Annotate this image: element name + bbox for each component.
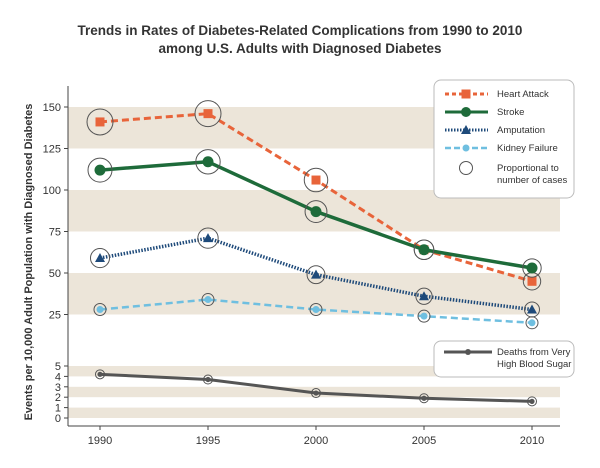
legend-kidney-failure-label: Kidney Failure xyxy=(497,143,558,154)
proportional-ring-kidney-failure-0 xyxy=(93,303,107,317)
legend: Heart Attack Stroke Amputation Kidney Fa… xyxy=(433,79,575,199)
proportional-ring-amputation-0 xyxy=(89,248,111,269)
y-tick-label-lower-1: 4 xyxy=(55,371,61,383)
legend-proportional-ring xyxy=(459,161,473,175)
proportional-ring-kidney-failure-1 xyxy=(201,293,215,307)
data-point-amputation-3 xyxy=(419,291,429,301)
data-point-stroke-1 xyxy=(202,156,214,168)
data-point-kidney-failure-4 xyxy=(528,319,536,327)
proportional-ring-amputation-1 xyxy=(197,227,219,249)
data-point-heart-attack-4 xyxy=(527,276,537,286)
proportional-ring-kidney-failure-2 xyxy=(309,303,323,317)
proportional-ring-kidney-failure-4 xyxy=(525,316,539,330)
data-point-stroke-3 xyxy=(418,244,430,256)
legend-heart-attack-label: Heart Attack xyxy=(497,89,549,100)
proportional-ring-amputation-3 xyxy=(415,287,433,305)
data-point-heart-attack-2 xyxy=(311,175,321,185)
data-point-heart-attack-1 xyxy=(203,109,213,119)
y-tick-label-lower-4: 1 xyxy=(55,403,61,415)
legend-stroke-label: Stroke xyxy=(497,107,524,118)
x-tick-labels: 1990 1995 2000 2005 2010 xyxy=(88,435,544,447)
proportional-ring-deaths-from-very-high-blood-sugar-1 xyxy=(203,374,213,385)
data-point-deaths-from-very-high-blood-sugar-3 xyxy=(421,395,427,401)
x-tick-label-0: 1990 xyxy=(88,435,112,447)
data-point-amputation-0 xyxy=(95,253,105,263)
data-point-stroke-4 xyxy=(526,262,538,274)
y-tick-label-upper-1: 125 xyxy=(43,144,61,156)
proportional-ring-kidney-failure-3 xyxy=(417,309,431,323)
legend-proportional-label-line1: Proportional to xyxy=(497,163,559,174)
proportional-ring-stroke-4 xyxy=(522,258,542,278)
proportional-ring-deaths-from-very-high-blood-sugar-0 xyxy=(95,369,105,380)
data-point-kidney-failure-2 xyxy=(312,306,320,314)
legend-deaths: Deaths from Very High Blood Sugar xyxy=(433,340,575,378)
legend-proportional-label-line2: number of cases xyxy=(497,175,567,186)
proportional-ring-stroke-2 xyxy=(304,200,328,224)
proportional-ring-heart-attack-0 xyxy=(86,108,114,136)
data-point-stroke-0 xyxy=(94,164,106,176)
data-point-amputation-1 xyxy=(203,233,213,243)
data-point-heart-attack-0 xyxy=(95,117,105,127)
data-point-deaths-from-very-high-blood-sugar-2 xyxy=(313,390,319,396)
chart-title-line2: among U.S. Adults with Diagnosed Diabete… xyxy=(158,41,441,56)
data-point-stroke-2 xyxy=(310,206,322,218)
legend-stroke-marker xyxy=(461,107,471,117)
data-point-kidney-failure-1 xyxy=(204,296,212,304)
proportional-ring-stroke-0 xyxy=(87,157,113,183)
x-tick-label-2: 2000 xyxy=(304,435,328,447)
proportional-ring-amputation-2 xyxy=(306,265,326,285)
axes xyxy=(64,86,560,430)
y-axis-label: Events per 10,000 Adult Population with … xyxy=(23,104,35,421)
proportional-ring-heart-attack-1 xyxy=(194,100,222,128)
data-point-deaths-from-very-high-blood-sugar-1 xyxy=(205,376,211,383)
x-tick-label-1: 1995 xyxy=(196,435,220,447)
legend-deaths-marker xyxy=(465,349,471,355)
y-tick-label-lower-0: 5 xyxy=(55,361,61,373)
x-tick-label-3: 2005 xyxy=(412,435,436,447)
proportional-ring-stroke-1 xyxy=(195,149,221,175)
legend-deaths-label-line1: Deaths from Very xyxy=(497,347,571,358)
series-line-amputation xyxy=(99,236,533,312)
x-tick-label-4: 2010 xyxy=(520,435,544,447)
proportional-ring-deaths-from-very-high-blood-sugar-2 xyxy=(311,388,321,399)
proportional-ring-deaths-from-very-high-blood-sugar-4 xyxy=(527,396,537,407)
y-tick-label-upper-5: 25 xyxy=(49,310,61,322)
legend-deaths-label-line2: High Blood Sugar xyxy=(497,359,571,370)
proportional-ring-deaths-from-very-high-blood-sugar-3 xyxy=(419,393,429,404)
data-point-deaths-from-very-high-blood-sugar-0 xyxy=(97,371,103,377)
y-tick-label-lower-5: 0 xyxy=(55,413,61,425)
data-point-kidney-failure-3 xyxy=(420,312,428,320)
legend-heart-attack-marker xyxy=(461,89,471,99)
series-markers xyxy=(86,100,542,407)
y-tick-label-upper-2: 100 xyxy=(43,185,61,197)
legend-amputation-label: Amputation xyxy=(497,125,545,136)
y-tick-label-upper-3: 75 xyxy=(49,227,61,239)
series-line-kidney-failure xyxy=(99,298,533,325)
proportional-ring-stroke-3 xyxy=(413,239,435,261)
data-point-kidney-failure-0 xyxy=(96,306,104,314)
proportional-ring-heart-attack-2 xyxy=(303,167,329,193)
band-lower-0 xyxy=(68,366,560,377)
data-point-deaths-from-very-high-blood-sugar-4 xyxy=(529,398,535,404)
data-point-amputation-2 xyxy=(311,269,321,279)
legend-amputation-marker xyxy=(461,125,471,134)
data-point-amputation-4 xyxy=(527,304,537,314)
band-lower-2 xyxy=(68,407,560,418)
y-tick-label-lower-3: 2 xyxy=(55,392,61,404)
chart-title-line1: Trends in Rates of Diabetes-Related Comp… xyxy=(78,23,523,38)
y-tick-label-upper-4: 50 xyxy=(49,268,61,280)
y-tick-label-lower-2: 3 xyxy=(55,382,61,394)
y-tick-label-upper-0: 150 xyxy=(43,102,61,114)
legend-kidney-failure-marker xyxy=(462,144,470,152)
